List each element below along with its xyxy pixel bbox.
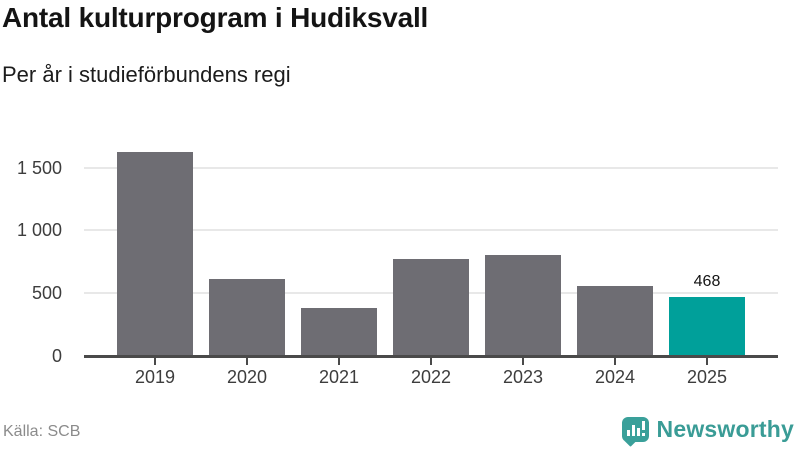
y-axis-tick-label: 0: [51, 346, 62, 366]
chart-bar: [117, 151, 193, 356]
x-axis-line: [84, 355, 778, 358]
bar-value-label: 468: [693, 273, 721, 291]
y-axis-tick-label: 1 500: [16, 157, 62, 178]
x-axis-tick-label: 2025: [686, 367, 728, 387]
x-axis-tick: [614, 358, 616, 365]
x-axis-tick: [154, 358, 156, 365]
exclamation-icon: [641, 433, 645, 436]
chart-bar: [209, 278, 285, 356]
y-axis-tick-label: 500: [31, 283, 62, 304]
mini-bar-icon: [636, 428, 640, 436]
chart-bar: [577, 285, 653, 356]
y-axis-tick-label: 1 000: [16, 220, 62, 241]
mini-bar-icon: [626, 430, 630, 436]
gridline: [84, 166, 778, 169]
x-axis-tick-label: 2024: [594, 367, 636, 387]
x-axis-tick-label: 2023: [502, 367, 544, 387]
chart-bar: [301, 307, 377, 356]
newsworthy-wordmark: Newsworthy: [656, 416, 794, 442]
x-axis-tick: [706, 358, 708, 365]
x-axis-tick-label: 2020: [226, 367, 268, 387]
chart-bar: [669, 297, 745, 356]
x-axis-tick: [522, 358, 524, 365]
newsworthy-logo: Newsworthy: [621, 416, 794, 447]
chart-subtitle: Per år i studieförbundens regi: [2, 62, 291, 87]
x-axis-tick-label: 2022: [410, 367, 452, 387]
mini-bar-icon: [631, 425, 635, 436]
source-note: Källa: SCB: [3, 423, 81, 440]
x-axis-tick: [246, 358, 248, 365]
x-axis-tick-label: 2019: [134, 367, 176, 387]
newsworthy-bubble-chart-icon: [621, 417, 649, 447]
x-axis-tick: [338, 358, 340, 365]
gridline: [84, 229, 778, 232]
chart-bar: [393, 259, 469, 356]
chart-title: Antal kulturprogram i Hudiksvall: [2, 2, 429, 33]
chart-bar: [485, 255, 561, 356]
x-axis-tick-label: 2021: [318, 367, 360, 387]
x-axis-tick: [430, 358, 432, 365]
exclamation-icon: [641, 421, 645, 430]
